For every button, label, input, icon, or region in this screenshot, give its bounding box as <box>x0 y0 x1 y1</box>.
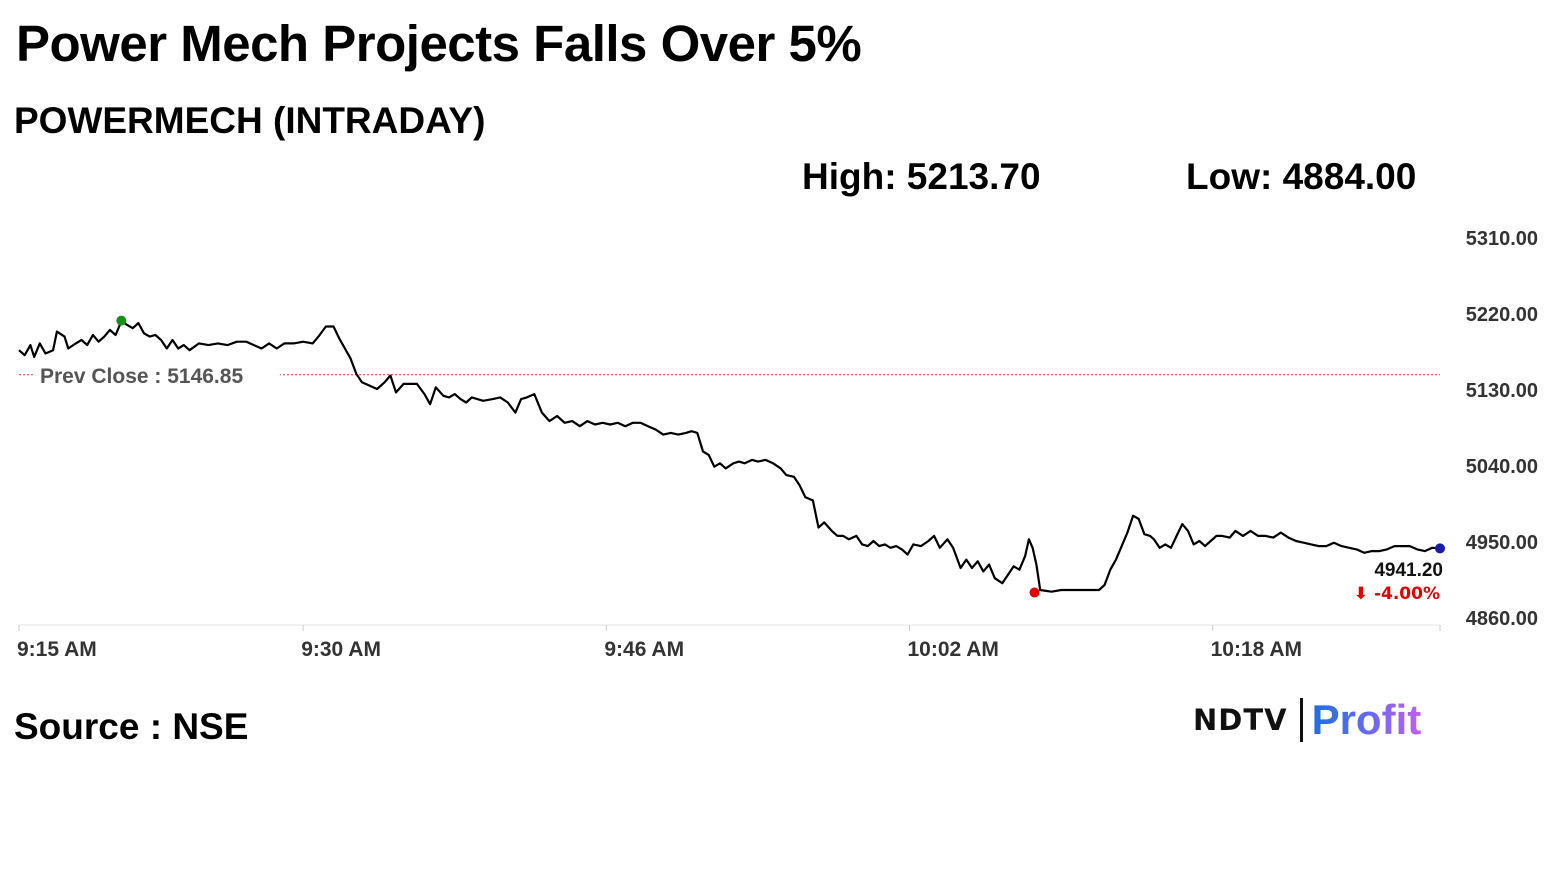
prev-close-label: Prev Close : 5146.85 <box>40 365 243 388</box>
high-stat: High: 5213.70 <box>802 156 1041 197</box>
x-tick-label: 9:46 AM <box>604 638 684 661</box>
low-marker <box>1029 587 1040 598</box>
high-marker <box>116 315 127 326</box>
logo-ndtv-text: NDTV <box>1193 703 1288 737</box>
x-tick-label: 10:02 AM <box>907 638 998 661</box>
x-tick-label: 10:18 AM <box>1211 638 1302 661</box>
y-tick-label: 5220.00 <box>1466 304 1538 326</box>
y-tick-label: 5040.00 <box>1466 456 1538 478</box>
headline: Power Mech Projects Falls Over 5% <box>16 15 862 72</box>
prev-close-label-bg <box>34 361 280 388</box>
logo-divider <box>1299 698 1303 742</box>
last-price-label: 4941.20 <box>1374 560 1443 581</box>
chart-subtitle: POWERMECH (INTRADAY) <box>14 100 486 141</box>
last-change-label: ⬇ -4.00% <box>1354 584 1440 604</box>
x-tick-label: 9:30 AM <box>301 638 381 661</box>
y-tick-label: 4860.00 <box>1466 608 1538 630</box>
y-tick-label: 4950.00 <box>1466 532 1538 554</box>
y-tick-label: 5310.00 <box>1466 228 1538 250</box>
ndtv-profit-logo: NDTV Profit <box>1193 695 1421 745</box>
source-note: Source : NSE <box>14 706 249 747</box>
last-marker <box>1435 543 1445 554</box>
low-stat: Low: 4884.00 <box>1186 156 1417 197</box>
y-tick-label: 5130.00 <box>1466 380 1538 402</box>
price-series-line <box>18 320 1441 593</box>
logo-profit-text: Profit <box>1311 696 1422 743</box>
x-tick-label: 9:15 AM <box>17 638 97 661</box>
